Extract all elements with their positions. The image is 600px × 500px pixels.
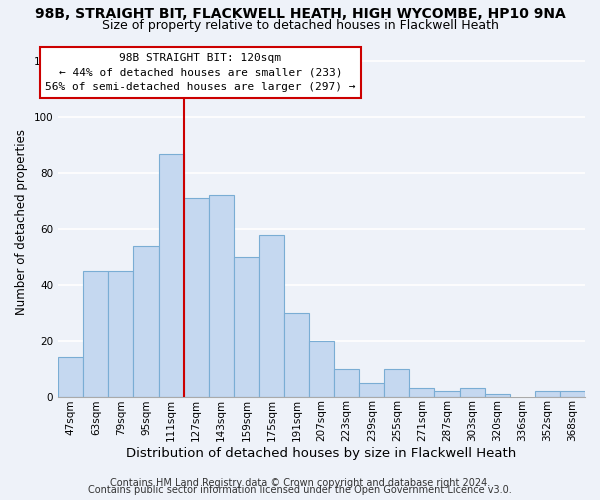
Bar xyxy=(234,257,259,396)
Bar xyxy=(109,271,133,396)
Bar xyxy=(409,388,434,396)
Text: Size of property relative to detached houses in Flackwell Heath: Size of property relative to detached ho… xyxy=(101,19,499,32)
Bar xyxy=(58,358,83,397)
Bar xyxy=(434,391,460,396)
Text: Contains public sector information licensed under the Open Government Licence v3: Contains public sector information licen… xyxy=(88,485,512,495)
Bar xyxy=(209,196,234,396)
Bar xyxy=(133,246,158,396)
Bar xyxy=(334,368,359,396)
Bar xyxy=(485,394,510,396)
Bar xyxy=(309,340,334,396)
Bar xyxy=(284,313,309,396)
Y-axis label: Number of detached properties: Number of detached properties xyxy=(15,129,28,315)
Bar xyxy=(83,271,109,396)
Bar xyxy=(158,154,184,396)
Bar xyxy=(535,391,560,396)
Bar xyxy=(560,391,585,396)
X-axis label: Distribution of detached houses by size in Flackwell Heath: Distribution of detached houses by size … xyxy=(127,447,517,460)
Bar xyxy=(359,382,385,396)
Bar xyxy=(184,198,209,396)
Bar xyxy=(259,234,284,396)
Text: 98B, STRAIGHT BIT, FLACKWELL HEATH, HIGH WYCOMBE, HP10 9NA: 98B, STRAIGHT BIT, FLACKWELL HEATH, HIGH… xyxy=(35,8,565,22)
Text: Contains HM Land Registry data © Crown copyright and database right 2024.: Contains HM Land Registry data © Crown c… xyxy=(110,478,490,488)
Text: 98B STRAIGHT BIT: 120sqm
← 44% of detached houses are smaller (233)
56% of semi-: 98B STRAIGHT BIT: 120sqm ← 44% of detach… xyxy=(45,52,356,92)
Bar xyxy=(385,368,409,396)
Bar xyxy=(460,388,485,396)
